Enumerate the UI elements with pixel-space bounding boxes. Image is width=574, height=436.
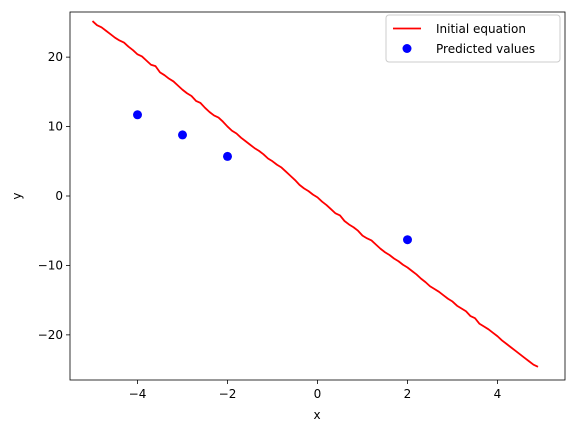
x-tick-label: 0 [314, 387, 322, 401]
y-tick-label: 20 [48, 50, 63, 64]
x-axis-label: x [313, 408, 320, 422]
y-tick-label: −20 [38, 328, 63, 342]
series-line-initial-equation [91, 20, 539, 368]
scatter-point [223, 151, 232, 161]
legend-marker-swatch [402, 44, 412, 53]
y-axis-label: y [10, 192, 24, 199]
legend-label-scatter: Predicted values [436, 42, 535, 56]
plot-area [70, 12, 565, 380]
legend-label-line: Initial equation [436, 22, 526, 36]
scatter-point [403, 235, 412, 245]
y-tick-label: −10 [38, 258, 63, 272]
legend: Initial equation Predicted values [385, 14, 561, 63]
y-axis-ticks: −20 −10 0 10 20 [38, 50, 70, 342]
x-axis-ticks: −4 −2 0 2 4 [129, 380, 502, 401]
y-tick-label: 10 [48, 120, 63, 134]
series-layer [91, 20, 539, 368]
y-tick-label: 0 [55, 189, 63, 203]
x-tick-label: −4 [129, 387, 147, 401]
scatter-point [133, 110, 142, 120]
x-tick-label: 2 [404, 387, 412, 401]
x-tick-label: −2 [219, 387, 237, 401]
scatter-point [178, 130, 187, 140]
x-tick-label: 4 [494, 387, 502, 401]
legend-frame [385, 14, 561, 63]
